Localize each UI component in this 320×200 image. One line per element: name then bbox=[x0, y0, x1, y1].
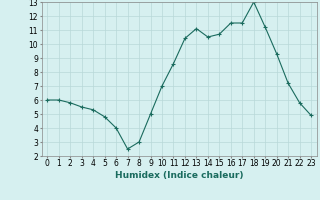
X-axis label: Humidex (Indice chaleur): Humidex (Indice chaleur) bbox=[115, 171, 244, 180]
